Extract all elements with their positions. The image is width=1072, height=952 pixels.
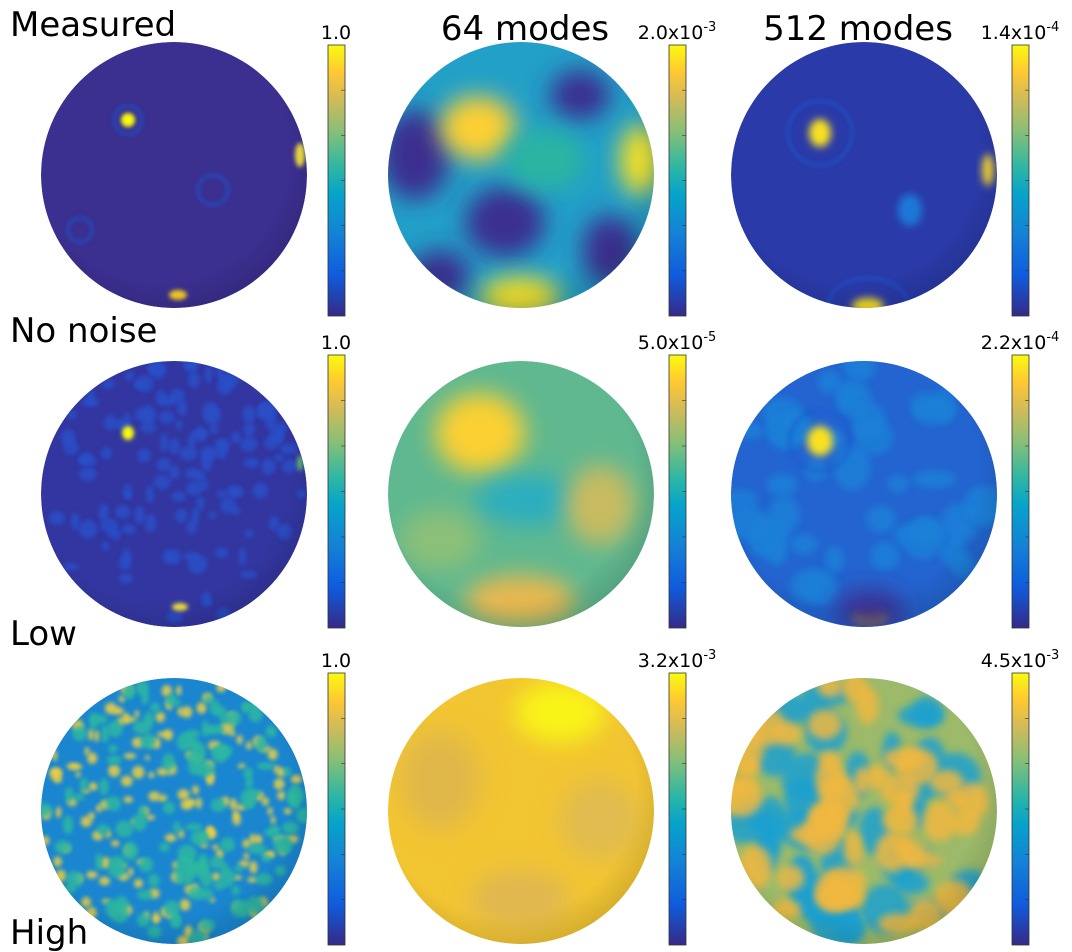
colorbar-label-exponent: -4 bbox=[1046, 330, 1059, 345]
sphere bbox=[731, 42, 997, 308]
colorbar-label: 3.2x10-3 bbox=[638, 648, 717, 672]
sphere bbox=[388, 678, 654, 944]
colorbar-label-text: 1.0 bbox=[321, 650, 351, 672]
colorbar-label: 5.0x10-5 bbox=[638, 330, 717, 354]
colorbar-label-text: 5.0x10 bbox=[638, 332, 704, 354]
colorbar-label-text: 2.2x10 bbox=[981, 332, 1047, 354]
column-header: Measured bbox=[10, 5, 176, 45]
colorbar-label-exponent: -3 bbox=[703, 20, 716, 35]
colorbar-label-exponent: -3 bbox=[1046, 648, 1059, 663]
sphere bbox=[41, 361, 307, 627]
colorbar-label: 1.0 bbox=[321, 332, 351, 354]
colorbar-label-exponent: -5 bbox=[703, 330, 716, 345]
colorbar-label-text: 1.4x10 bbox=[981, 22, 1047, 44]
sphere bbox=[388, 361, 654, 627]
panels: 1.0 2.0x10-3 1.4x10-41.0 5.0x10-5 2.2x10-41.… bbox=[41, 20, 1060, 946]
colorbar-label-text: 1.0 bbox=[321, 22, 351, 44]
colorbar-label: 2.0x10-3 bbox=[638, 20, 717, 44]
colorbar-label: 4.5x10-3 bbox=[981, 648, 1060, 672]
colorbar-label: 2.2x10-4 bbox=[981, 330, 1060, 354]
colorbar-label-exponent: -4 bbox=[1046, 20, 1059, 35]
colorbar-label-text: 4.5x10 bbox=[981, 650, 1047, 672]
sphere bbox=[731, 678, 997, 944]
colorbar-label-text: 2.0x10 bbox=[638, 22, 704, 44]
sphere bbox=[731, 361, 997, 627]
colorbar-label: 1.0 bbox=[321, 22, 351, 44]
colorbar-label-exponent: -3 bbox=[703, 648, 716, 663]
sphere bbox=[388, 42, 654, 308]
sphere bbox=[41, 42, 307, 308]
colorbar-label-text: 3.2x10 bbox=[638, 650, 704, 672]
colorbar-label-text: 1.0 bbox=[321, 332, 351, 354]
row-label: High bbox=[10, 913, 88, 952]
colorbar-label: 1.4x10-4 bbox=[981, 20, 1060, 44]
row-label: Low bbox=[10, 614, 77, 654]
row-label: No noise bbox=[10, 311, 157, 351]
colorbar-label: 1.0 bbox=[321, 650, 351, 672]
sphere bbox=[41, 678, 307, 944]
